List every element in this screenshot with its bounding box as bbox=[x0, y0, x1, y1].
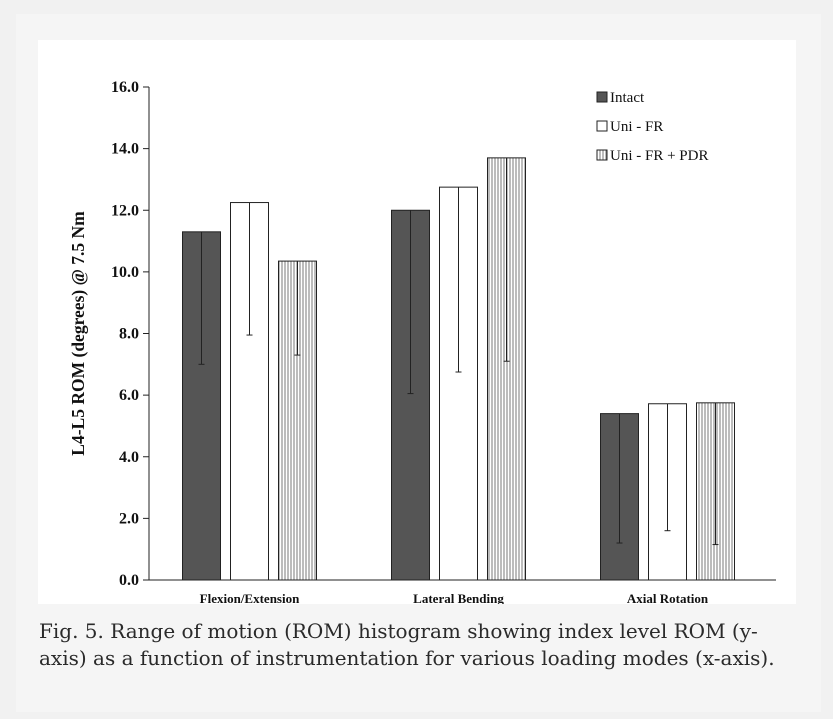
bar-chart: 0.0 2.0 4.0 6.0 8.0 10.0 12.0 14.0 16.0 L4-L5 ROM… bbox=[68, 79, 776, 604]
y-tick-label: 0.0 bbox=[119, 572, 139, 589]
y-tick-label: 16.0 bbox=[111, 79, 139, 96]
y-axis-label: L4-L5 ROM (degrees) @ 7.5 Nm bbox=[68, 211, 88, 456]
figure-caption: Fig. 5. Range of motion (ROM) histogram … bbox=[39, 619, 775, 670]
legend-label: Intact bbox=[610, 90, 645, 106]
x-tick-label: Flexion/Extension bbox=[200, 591, 300, 604]
y-tick-label: 12.0 bbox=[111, 202, 139, 219]
y-tick-label: 4.0 bbox=[119, 449, 139, 466]
legend-swatch bbox=[596, 91, 608, 103]
y-tick-label: 14.0 bbox=[111, 141, 139, 158]
legend-swatch bbox=[596, 120, 608, 132]
figure-panel: 0.0 2.0 4.0 6.0 8.0 10.0 12.0 14.0 16.0 L4-L5 ROM… bbox=[16, 14, 821, 712]
legend-swatch bbox=[596, 149, 608, 161]
y-tick-label: 10.0 bbox=[111, 264, 139, 281]
y-tick-label: 8.0 bbox=[119, 326, 139, 343]
chart-area: 0.0 2.0 4.0 6.0 8.0 10.0 12.0 14.0 16.0 L4-L5 ROM… bbox=[38, 40, 796, 604]
legend-label: Uni - FR + PDR bbox=[610, 148, 708, 164]
x-tick-label: Lateral Bending bbox=[413, 591, 504, 604]
y-tick-label: 6.0 bbox=[119, 387, 139, 404]
y-tick-label: 2.0 bbox=[119, 510, 139, 527]
x-tick-label: Axial Rotation bbox=[627, 591, 709, 604]
legend-label: Uni - FR bbox=[610, 119, 663, 135]
